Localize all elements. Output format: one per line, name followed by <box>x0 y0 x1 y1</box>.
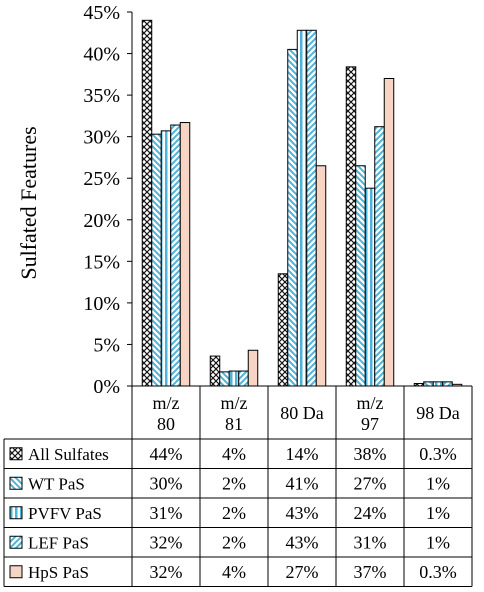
bar <box>170 124 181 387</box>
bar <box>228 370 240 387</box>
table-cell: 14% <box>286 444 319 464</box>
category-label: m/z <box>153 393 180 413</box>
legend-label: WT PaS <box>28 474 85 493</box>
legend-label: LEF PaS <box>28 533 89 552</box>
table-cell: 1% <box>426 532 450 552</box>
table-cell: 0.3% <box>419 444 457 464</box>
y-tick-label: 15% <box>83 251 120 273</box>
category-label: 97 <box>361 414 379 434</box>
legend-swatch <box>9 506 23 520</box>
bar <box>315 165 327 387</box>
bars-layer <box>141 19 463 387</box>
bar <box>432 381 444 387</box>
y-tick-label: 5% <box>93 334 120 356</box>
bar <box>345 66 357 387</box>
bar <box>277 273 289 387</box>
y-tick-label: 10% <box>83 293 120 315</box>
legend-swatch <box>9 565 23 579</box>
y-tick-label: 45% <box>83 2 120 24</box>
category-label: m/z <box>357 393 384 413</box>
table-cell: 32% <box>150 532 183 552</box>
bar <box>383 77 395 387</box>
bar <box>355 165 366 387</box>
table-cell: 43% <box>286 503 319 523</box>
category-label: 81 <box>225 414 243 434</box>
bar <box>442 381 453 387</box>
table-cell: 27% <box>354 473 387 493</box>
table-cell: 24% <box>354 503 387 523</box>
legend-swatch <box>9 447 23 461</box>
y-tick-label: 40% <box>83 44 120 66</box>
table-cell: 27% <box>286 562 319 582</box>
y-tick-label: 25% <box>83 168 120 190</box>
bar <box>219 371 230 387</box>
bar <box>160 130 172 387</box>
table-cell: 44% <box>150 444 183 464</box>
y-tick-label: 35% <box>83 85 120 107</box>
table-cell: 2% <box>222 503 246 523</box>
bar <box>287 48 298 387</box>
table-cell: 0.3% <box>419 562 457 582</box>
legend-label: HpS PaS <box>28 563 89 582</box>
axis-layer: 0% 5% 10% 15% 20% 25% 30% 35% 40% 45% Sulfated Fea… <box>16 2 133 398</box>
table-cell: 38% <box>354 444 387 464</box>
table-cell: 1% <box>426 503 450 523</box>
y-axis-title: Sulfated Features <box>16 126 41 279</box>
bar <box>238 370 249 387</box>
table-cell: 1% <box>426 473 450 493</box>
y-tick-label: 0% <box>93 376 120 398</box>
bar <box>247 349 259 387</box>
table-cell: 43% <box>286 532 319 552</box>
category-label: 80 Da <box>280 403 324 423</box>
legend-label: All Sulfates <box>28 445 109 464</box>
bar <box>151 133 162 387</box>
bar <box>306 29 317 387</box>
table-cell: 2% <box>222 473 246 493</box>
bar <box>423 381 434 387</box>
bar <box>364 187 376 387</box>
y-tick-label: 20% <box>83 210 120 232</box>
bar <box>141 19 153 387</box>
legend-swatch <box>9 476 23 490</box>
table-cell: 32% <box>150 562 183 582</box>
bar <box>374 126 385 387</box>
table-cell: 31% <box>150 503 183 523</box>
bar <box>179 122 191 387</box>
category-label: 80 <box>157 414 175 434</box>
bar <box>209 355 221 387</box>
table-cell: 4% <box>222 444 246 464</box>
legend-swatch <box>9 535 23 549</box>
table-cell: 41% <box>286 473 319 493</box>
table-cell: 31% <box>354 532 387 552</box>
category-label: 98 Da <box>416 403 460 423</box>
table-cell: 2% <box>222 532 246 552</box>
table-cell: 37% <box>354 562 387 582</box>
legend-label: PVFV PaS <box>28 504 102 523</box>
table-cell: 30% <box>150 473 183 493</box>
table-cell: 4% <box>222 562 246 582</box>
y-tick-label: 30% <box>83 127 120 149</box>
category-label: m/z <box>221 393 248 413</box>
bar <box>296 29 308 387</box>
